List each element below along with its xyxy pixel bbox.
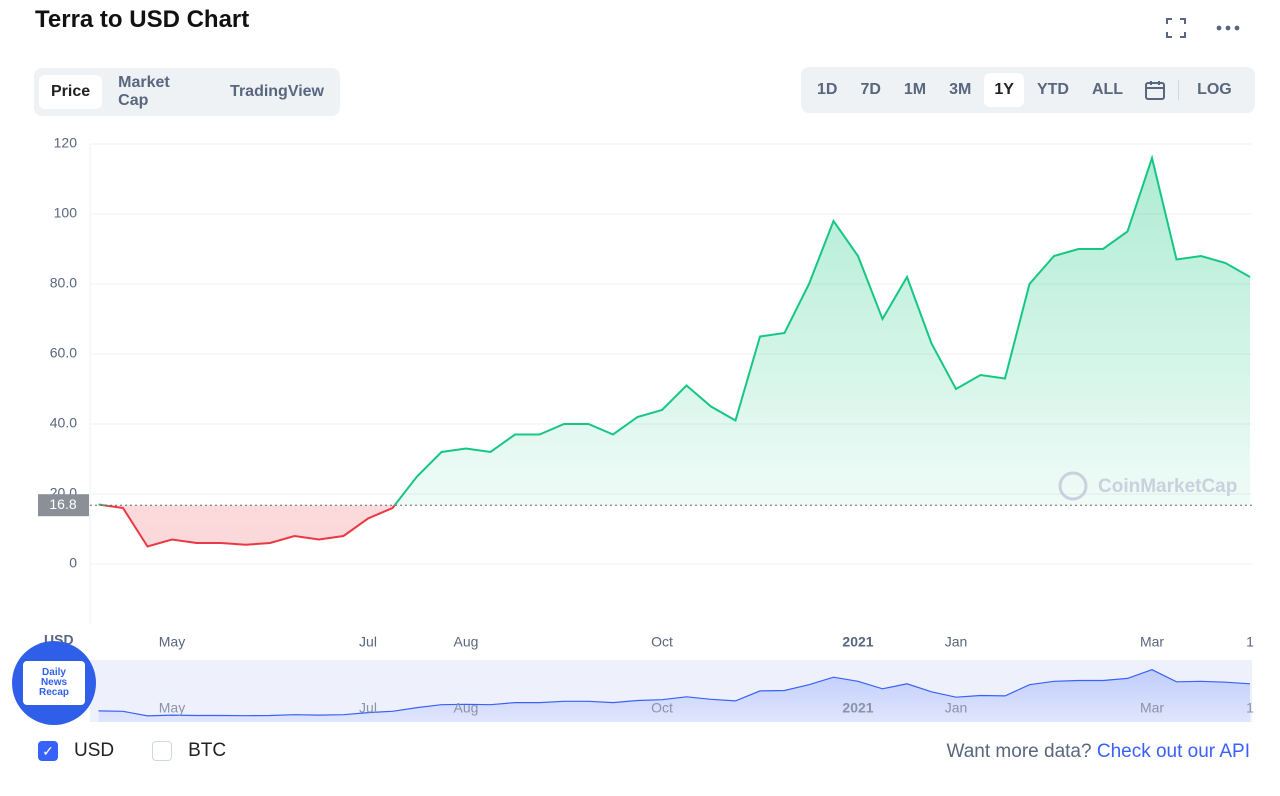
reference-box — [38, 494, 89, 517]
news-badge[interactable]: Daily News Recap — [12, 641, 96, 725]
y-tick-label: 0 — [69, 555, 77, 571]
y-tick-label: 120 — [54, 135, 78, 151]
fullscreen-icon[interactable] — [1164, 16, 1188, 40]
area-down — [103, 505, 395, 547]
currency-label: USD — [74, 740, 115, 761]
currency-toggles: ✓ USD BTC — [38, 740, 264, 762]
y-tick-label: 100 — [54, 205, 78, 221]
y-tick-label: 80.0 — [50, 275, 77, 291]
navigator-area — [98, 669, 1250, 722]
navigator-tick-label: Jul — [359, 700, 377, 716]
api-prompt: Want more data? — [946, 741, 1092, 762]
range-bar: 1D 7D 1M 3M 1Y YTD ALL LOG — [801, 67, 1255, 113]
y-tick-label: 40.0 — [50, 415, 77, 431]
price-line-down — [98, 505, 396, 548]
tab-bar: Price Market Cap TradingView — [34, 68, 340, 116]
navigator-tick-label: Jan — [945, 700, 968, 716]
range-button[interactable]: YTD — [1036, 81, 1069, 98]
x-tick-label: Jul — [359, 634, 377, 650]
badge-line: News — [40, 677, 68, 688]
tab[interactable]: TradingView — [230, 83, 324, 100]
range-button[interactable]: 1M — [903, 81, 927, 98]
range-button[interactable]: 3M — [949, 81, 972, 98]
price-line-up — [98, 154, 1251, 506]
api-link[interactable]: Check out our API — [1096, 741, 1250, 762]
badge-line: Recap — [38, 687, 69, 698]
tab[interactable]: Price — [39, 75, 103, 109]
reference-label: 16.8 — [49, 496, 76, 512]
navigator-tick-label: 1 — [1246, 700, 1254, 716]
badge-line: Daily — [42, 667, 66, 678]
area-up — [98, 158, 1250, 506]
tab[interactable]: Market Cap — [118, 74, 170, 109]
x-tick-label: Aug — [454, 634, 479, 650]
navigator-tick-label: 2021 — [842, 700, 873, 716]
x-tick-label: Oct — [651, 634, 673, 650]
x-tick-label: May — [159, 634, 185, 650]
calendar-icon[interactable] — [1144, 79, 1166, 101]
api-note: Want more data? Check out our API — [947, 741, 1250, 763]
x-tick-label: Jan — [945, 634, 968, 650]
badge-label: Daily News Recap — [23, 661, 85, 705]
y-tick-label: 60.0 — [50, 345, 77, 361]
range-button[interactable]: 7D — [860, 81, 881, 98]
more-icon[interactable] — [1215, 18, 1241, 38]
watermark-logo — [1058, 471, 1088, 501]
navigator-tick-label: Aug — [454, 700, 479, 716]
separator — [1178, 80, 1180, 100]
navigator-tick-label: Oct — [651, 700, 673, 716]
navigator-tick-label: Mar — [1140, 700, 1164, 716]
x-tick-label: 1 — [1246, 634, 1254, 650]
watermark: CoinMarketCap — [1098, 476, 1237, 497]
log-button[interactable]: LOG — [1197, 81, 1232, 98]
range-button[interactable]: 1D — [817, 81, 838, 98]
range-button[interactable]: ALL — [1091, 81, 1124, 98]
x-tick-label: 2021 — [842, 634, 873, 650]
x-tick-label: Mar — [1140, 634, 1164, 650]
currency-label: BTC — [188, 740, 227, 761]
navigator-line — [98, 669, 1251, 717]
checkbox[interactable] — [152, 741, 173, 761]
range-button[interactable]: 1Y — [984, 73, 1024, 107]
checkbox[interactable]: ✓ — [38, 741, 58, 761]
navigator-tick-label: May — [159, 700, 185, 716]
chart-title: Terra to USD Chart — [35, 6, 250, 33]
